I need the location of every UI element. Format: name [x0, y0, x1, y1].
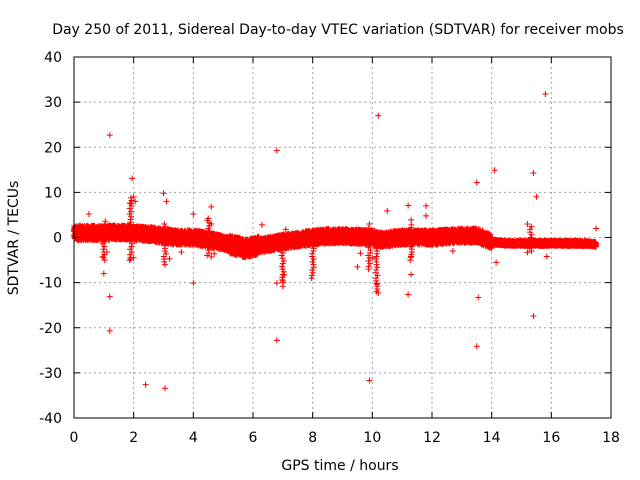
points-layer — [71, 91, 600, 392]
